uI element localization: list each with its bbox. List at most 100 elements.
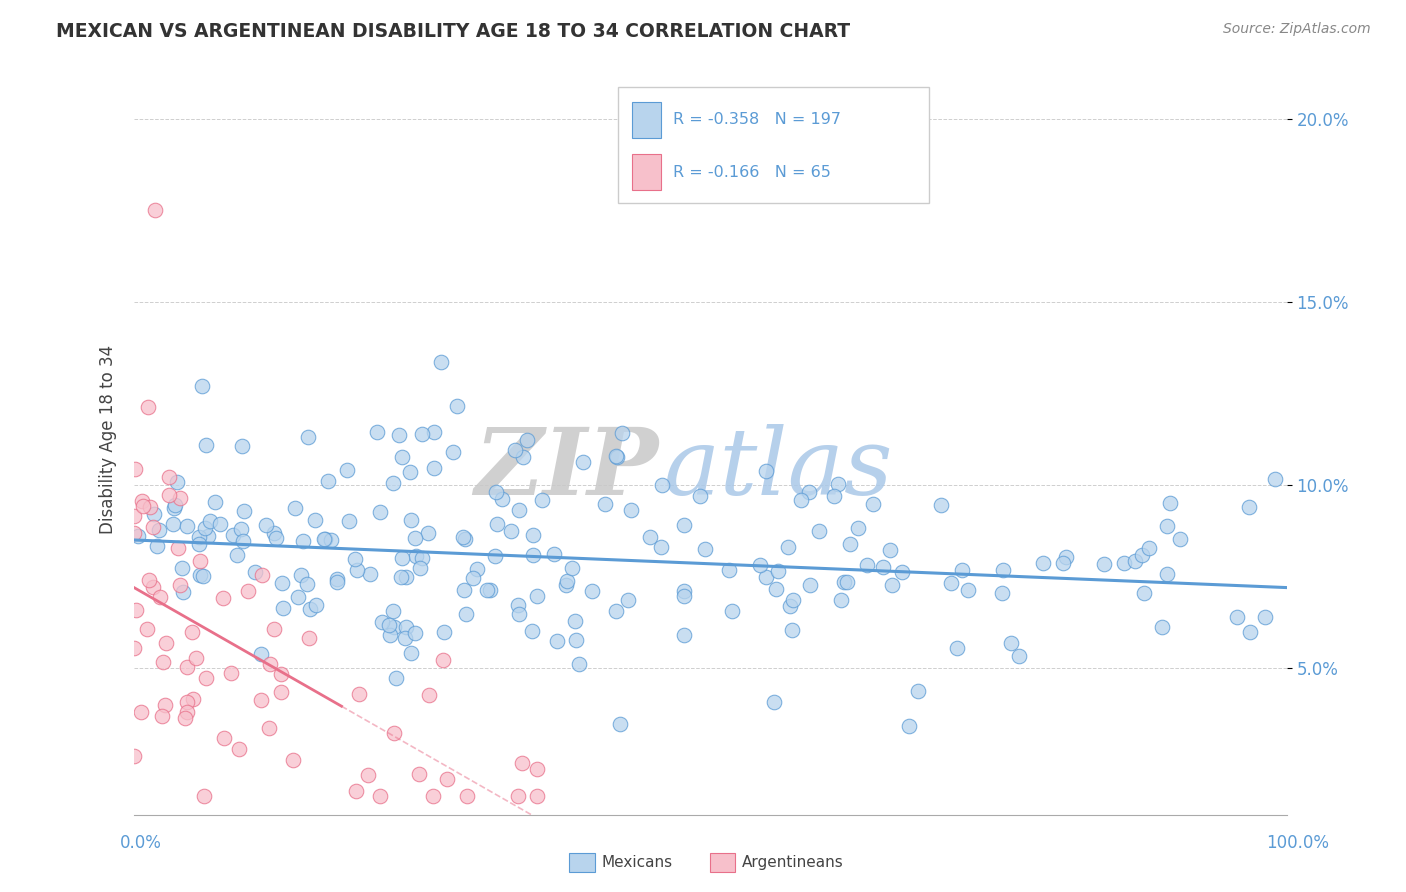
- Point: [136, 622, 159, 636]
- Point: [231, 439, 253, 453]
- Point: [595, 497, 617, 511]
- Point: [443, 445, 465, 459]
- Point: [418, 689, 440, 703]
- Point: [446, 400, 468, 414]
- Point: [382, 726, 405, 740]
- Point: [343, 552, 366, 566]
- Point: [259, 657, 281, 672]
- Text: Source: ZipAtlas.com: Source: ZipAtlas.com: [1223, 22, 1371, 37]
- Point: [314, 533, 336, 547]
- Point: [799, 578, 821, 592]
- Point: [1254, 609, 1277, 624]
- Point: [337, 515, 360, 529]
- Point: [193, 569, 215, 583]
- Point: [405, 549, 427, 563]
- Point: [564, 614, 586, 628]
- Point: [1130, 548, 1153, 562]
- Point: [672, 627, 695, 641]
- Point: [232, 533, 254, 548]
- Point: [650, 540, 672, 554]
- Point: [506, 598, 529, 612]
- Point: [832, 574, 855, 589]
- Point: [456, 789, 478, 804]
- Point: [475, 582, 498, 597]
- Point: [503, 442, 526, 457]
- Point: [271, 576, 294, 591]
- Point: [326, 572, 349, 586]
- Point: [531, 493, 554, 508]
- Point: [254, 518, 277, 533]
- Point: [755, 570, 778, 584]
- Text: Argentineans: Argentineans: [742, 855, 844, 870]
- Text: 0.0%: 0.0%: [120, 834, 162, 852]
- Point: [176, 695, 198, 709]
- Point: [898, 719, 921, 733]
- Point: [991, 563, 1014, 577]
- Point: [368, 505, 391, 519]
- Point: [157, 488, 180, 502]
- Point: [838, 537, 860, 551]
- Point: [295, 577, 318, 591]
- Point: [581, 583, 603, 598]
- Point: [162, 516, 184, 531]
- Point: [212, 591, 235, 605]
- Point: [454, 607, 477, 622]
- Point: [299, 602, 322, 616]
- Point: [155, 636, 177, 650]
- Point: [394, 631, 416, 645]
- Point: [609, 717, 631, 731]
- Point: [1052, 556, 1074, 570]
- Point: [1264, 471, 1286, 485]
- Point: [409, 560, 432, 574]
- Point: [391, 450, 413, 465]
- Point: [139, 500, 162, 515]
- Point: [188, 530, 211, 544]
- Point: [605, 604, 627, 618]
- Point: [195, 438, 218, 452]
- Point: [855, 558, 877, 573]
- Point: [780, 623, 803, 637]
- Point: [929, 498, 952, 512]
- Point: [391, 551, 413, 566]
- Point: [765, 582, 787, 597]
- Point: [129, 705, 152, 719]
- Point: [555, 574, 578, 588]
- Point: [546, 633, 568, 648]
- Point: [131, 494, 153, 508]
- Point: [404, 625, 426, 640]
- Text: Mexicans: Mexicans: [602, 855, 673, 870]
- Point: [138, 574, 160, 588]
- Point: [204, 495, 226, 509]
- Point: [326, 574, 349, 589]
- Point: [907, 684, 929, 698]
- Point: [779, 599, 801, 614]
- Point: [485, 484, 508, 499]
- Point: [157, 470, 180, 484]
- Point: [1114, 556, 1136, 570]
- Point: [142, 580, 165, 594]
- Text: atlas: atlas: [664, 425, 894, 515]
- Point: [508, 607, 530, 621]
- Point: [263, 622, 285, 636]
- Point: [461, 571, 484, 585]
- Point: [991, 586, 1014, 600]
- Point: [436, 772, 458, 786]
- Point: [194, 521, 217, 535]
- Point: [172, 584, 194, 599]
- Point: [190, 378, 212, 392]
- Point: [305, 598, 328, 612]
- Point: [1159, 496, 1181, 510]
- Point: [366, 425, 388, 439]
- Point: [142, 508, 165, 522]
- Point: [200, 514, 222, 528]
- Point: [1239, 624, 1261, 639]
- Point: [808, 524, 831, 538]
- Point: [554, 578, 576, 592]
- Point: [768, 564, 790, 578]
- Point: [526, 762, 548, 776]
- Point: [181, 624, 204, 639]
- Point: [170, 560, 193, 574]
- Point: [1054, 550, 1077, 565]
- Point: [605, 449, 627, 463]
- Point: [346, 563, 368, 577]
